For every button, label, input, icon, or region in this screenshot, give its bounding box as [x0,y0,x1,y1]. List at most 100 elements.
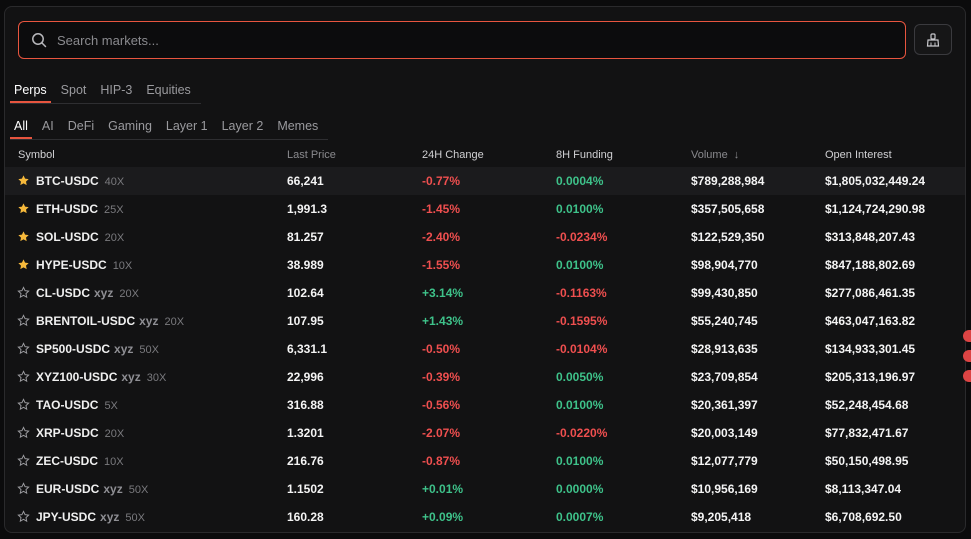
search-icon [32,33,47,48]
change-cell: -0.56% [422,398,461,412]
change-cell: -1.45% [422,202,461,216]
open-interest-cell: $847,188,802.69 [825,258,916,272]
symbol-name: XRP-USDC [36,426,99,440]
clear-filters-button[interactable] [914,24,952,55]
table-row[interactable]: XYZ100-USDC xyz 30X 22,996 -0.39% 0.0050% $23,… [5,363,965,391]
last-price-cell: 38.989 [287,258,324,272]
volume-cell: $357,505,658 [691,202,765,216]
last-price-cell: 102.64 [287,286,324,300]
funding-cell: 0.0000% [556,482,604,496]
table-row[interactable]: TAO-USDC 5X 316.88 -0.56% 0.0100% $20,361,397… [5,391,965,419]
star-filled-icon[interactable] [17,258,30,271]
symbol-name: BRENTOIL-USDC [36,314,136,328]
table-row[interactable]: HYPE-USDC 10X 38.989 -1.55% 0.0100% $98,904,7… [5,251,965,279]
table-row[interactable]: JPY-USDC xyz 50X 160.28 +0.09% 0.0007% $9,205,… [5,503,965,531]
funding-cell: 0.0100% [556,202,604,216]
open-interest-cell: $313,848,207.43 [825,230,916,244]
header-last-price[interactable]: Last Price [287,149,336,161]
funding-cell: -0.0220% [556,426,608,440]
dex-tag: xyz [114,342,134,356]
header-symbol[interactable]: Symbol [18,149,55,161]
table-row[interactable]: EUR-USDC xyz 50X 1.1502 +0.01% 0.0000% $10,956… [5,475,965,503]
header-24h-change[interactable]: 24H Change [422,149,484,161]
table-row[interactable]: BRENTOIL-USDC xyz 20X 107.95 +1.43% -0.1595% $… [5,307,965,335]
tab-layer1[interactable]: Layer 1 [165,119,208,133]
tab-gaming[interactable]: Gaming [108,119,152,133]
star-filled-icon[interactable] [17,230,30,243]
volume-cell: $55,240,745 [691,314,758,328]
star-outline-icon[interactable] [17,454,30,467]
table-row[interactable]: BTC-USDC 40X 66,241 -0.77% 0.0004% $789,288,9… [5,167,965,195]
leverage-badge: 40X [104,176,125,188]
chart-edge [963,330,971,390]
star-outline-icon[interactable] [17,342,30,355]
leverage-badge: 50X [128,484,149,496]
last-price-cell: 107.95 [287,314,324,328]
markets-panel: Perps Spot HIP-3 Equities All AI DeFi Ga… [4,6,966,533]
symbol-cell: XYZ100-USDC xyz 30X [36,370,166,384]
table-row[interactable]: ETH-USDC 25X 1,991.3 -1.45% 0.0100% $357,505,… [5,195,965,223]
tab-memes[interactable]: Memes [277,119,319,133]
dex-tag: xyz [100,510,120,524]
last-price-cell: 216.76 [287,454,324,468]
change-cell: -0.77% [422,174,461,188]
funding-cell: -0.1163% [556,286,607,300]
table-row[interactable]: XRP-USDC 20X 1.3201 -2.07% -0.0220% $20,003,1… [5,419,965,447]
table-row[interactable]: SOL-USDC 20X 81.257 -2.40% -0.0234% $122,529,… [5,223,965,251]
symbol-cell: ETH-USDC 25X [36,202,124,216]
category-tabs: All AI DeFi Gaming Layer 1 Layer 2 Memes [10,115,329,140]
tab-all[interactable]: All [10,115,32,139]
tab-ai[interactable]: AI [41,119,54,133]
star-outline-icon[interactable] [17,398,30,411]
header-open-interest[interactable]: Open Interest [825,149,892,161]
search-input[interactable] [55,31,905,49]
open-interest-cell: $134,933,301.45 [825,342,916,356]
last-price-cell: 1.1502 [287,482,324,496]
tab-defi[interactable]: DeFi [67,119,95,133]
tab-perps[interactable]: Perps [10,79,51,103]
symbol-name: HYPE-USDC [36,258,107,272]
tab-spot[interactable]: Spot [60,83,87,97]
edge-marker [963,370,971,382]
last-price-cell: 1.3201 [287,426,324,440]
symbol-name: JPY-USDC [36,510,97,524]
leverage-badge: 5X [104,400,118,412]
open-interest-cell: $1,124,724,290.98 [825,202,926,216]
open-interest-cell: $277,086,461.35 [825,286,916,300]
table-row[interactable]: SP500-USDC xyz 50X 6,331.1 -0.50% -0.0104% $28… [5,335,965,363]
symbol-cell: BRENTOIL-USDC xyz 20X [36,314,184,328]
open-interest-cell: $8,113,347.04 [825,482,902,496]
star-filled-icon[interactable] [17,202,30,215]
star-outline-icon[interactable] [17,370,30,383]
star-filled-icon[interactable] [17,174,30,187]
header-volume[interactable]: Volume ↓ [691,149,739,161]
funding-cell: 0.0100% [556,258,604,272]
funding-cell: 0.0100% [556,398,604,412]
star-outline-icon[interactable] [17,286,30,299]
change-cell: -1.55% [422,258,461,272]
header-8h-funding[interactable]: 8H Funding [556,149,613,161]
change-cell: -2.40% [422,230,461,244]
star-outline-icon[interactable] [17,426,30,439]
symbol-name: SOL-USDC [36,230,99,244]
leverage-badge: 10X [112,260,133,272]
search-bar[interactable] [18,21,906,59]
funding-cell: -0.0234% [556,230,608,244]
tab-equities[interactable]: Equities [146,83,191,97]
funding-cell: -0.1595% [556,314,608,328]
open-interest-cell: $77,832,471.67 [825,426,909,440]
table-row[interactable]: ZEC-USDC 10X 216.76 -0.87% 0.0100% $12,077,77… [5,447,965,475]
tab-layer2[interactable]: Layer 2 [221,119,264,133]
funding-cell: 0.0050% [556,370,604,384]
volume-cell: $98,904,770 [691,258,758,272]
symbol-name: ZEC-USDC [36,454,98,468]
last-price-cell: 1,991.3 [287,202,328,216]
star-outline-icon[interactable] [17,314,30,327]
star-outline-icon[interactable] [17,510,30,523]
star-outline-icon[interactable] [17,482,30,495]
table-row[interactable]: CL-USDC xyz 20X 102.64 +3.14% -0.1163% $99,430… [5,279,965,307]
tab-hip3[interactable]: HIP-3 [100,83,133,97]
last-price-cell: 316.88 [287,398,324,412]
leverage-badge: 50X [125,512,145,524]
volume-cell: $28,913,635 [691,342,758,356]
